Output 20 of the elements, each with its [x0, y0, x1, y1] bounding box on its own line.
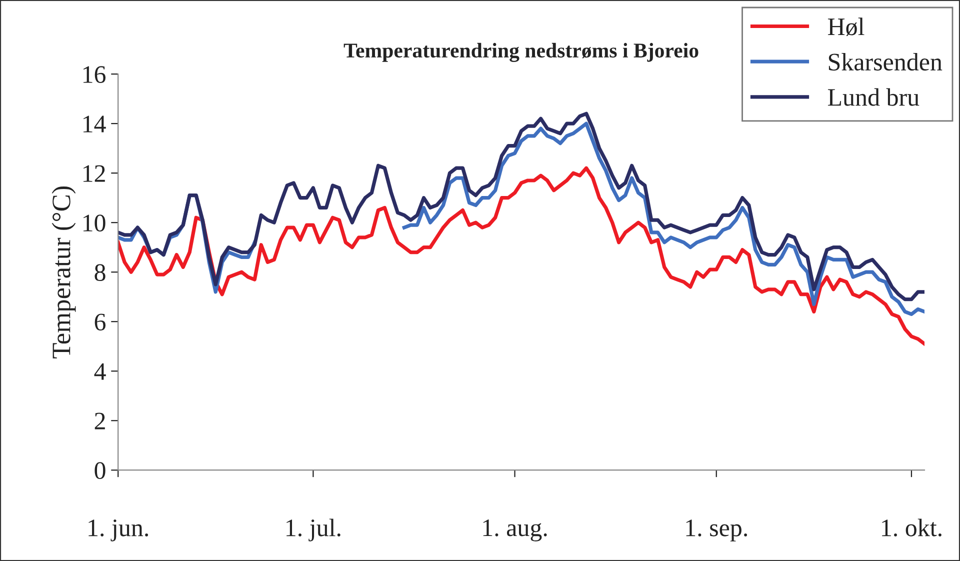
- y-tick-label: 0: [94, 462, 106, 480]
- x-tick-label: 1. sep.: [686, 520, 748, 542]
- x-tick-label: 1. aug.: [483, 520, 547, 542]
- y-tick-label: 16: [83, 66, 106, 83]
- y-tick-label: 10: [83, 214, 106, 232]
- line-series: [118, 166, 924, 346]
- y-tick-label: 6: [94, 314, 106, 331]
- legend-label: Lund bru: [828, 88, 920, 106]
- y-tick-label: 4: [94, 363, 106, 380]
- legend-label: Høl: [828, 18, 864, 36]
- x-tick-label: 1. jun.: [88, 520, 148, 542]
- chart-title: Temperaturendring nedstrøms i Bjoreio: [344, 42, 698, 62]
- x-tick-label: 1. jul.: [286, 518, 340, 542]
- y-tick-label: 12: [83, 165, 105, 182]
- legend-label: Skarsenden: [828, 52, 942, 71]
- y-tick-label: 2: [94, 412, 105, 430]
- y-tick-label: 8: [94, 264, 106, 282]
- y-tick-label: 14: [83, 116, 106, 132]
- x-tick-label: 1. okt.: [882, 518, 942, 536]
- y-axis-title: Temperatur (°C): [52, 186, 76, 358]
